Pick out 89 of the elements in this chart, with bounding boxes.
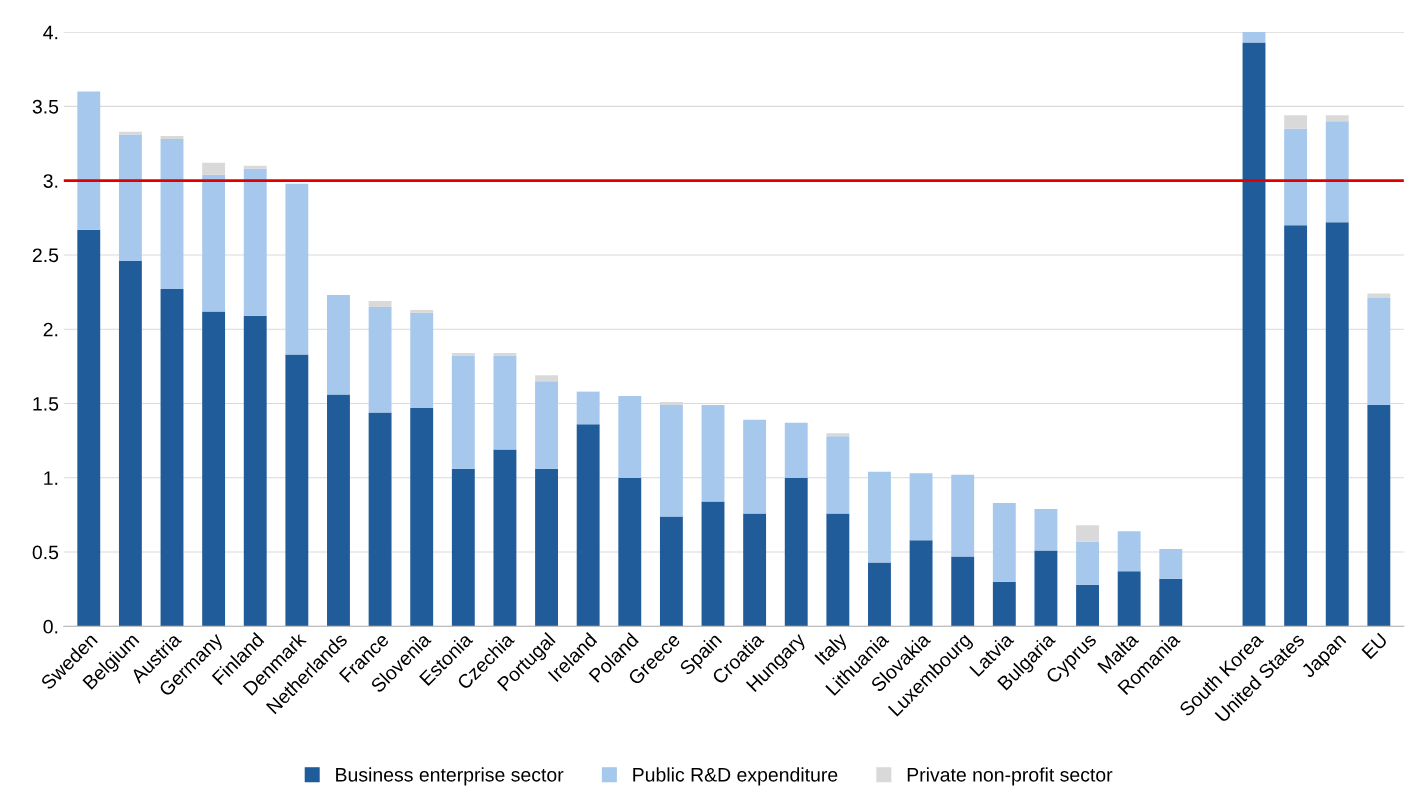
- bar: [701, 404, 725, 502]
- bar: [1284, 115, 1308, 129]
- bar: [659, 516, 683, 627]
- bar: [576, 391, 600, 425]
- bar: [451, 355, 475, 469]
- bar: [451, 353, 475, 356]
- bar: [1076, 541, 1099, 585]
- bar: [1159, 578, 1183, 627]
- bar: [618, 396, 642, 478]
- bar: [618, 477, 642, 627]
- bar: [1367, 293, 1391, 299]
- bar: [1325, 115, 1349, 122]
- bar: [202, 174, 226, 312]
- bar: [784, 422, 808, 478]
- bar: [826, 433, 850, 437]
- bar: [743, 419, 767, 514]
- legend-label: Public R&D expenditure: [633, 767, 838, 786]
- legend-label: Business enterprise sector: [336, 767, 564, 786]
- bar: [1076, 525, 1099, 542]
- y-tick-label: 1.: [44, 471, 58, 485]
- bar: [1367, 404, 1391, 627]
- y-tick-label: 2.5: [32, 248, 59, 263]
- bar: [77, 91, 101, 230]
- bar: [202, 162, 226, 175]
- bar: [868, 562, 891, 627]
- bar: [1117, 531, 1141, 572]
- bar: [451, 468, 475, 627]
- bar: [368, 412, 392, 627]
- bar: [868, 471, 891, 563]
- bar: [743, 513, 767, 627]
- bar: [368, 306, 392, 413]
- bar: [992, 581, 1016, 627]
- bar: [118, 134, 142, 261]
- bar: [243, 165, 267, 169]
- y-tick-label: 3.5: [32, 99, 59, 114]
- bar: [1117, 571, 1141, 627]
- bar: [243, 168, 267, 316]
- bar: [1034, 550, 1058, 627]
- bar: [1159, 549, 1183, 579]
- bar: [493, 449, 517, 627]
- bar: [951, 556, 975, 627]
- bar: [410, 407, 434, 627]
- bar: [1325, 121, 1349, 223]
- bar: [327, 394, 350, 627]
- bar: [368, 301, 392, 307]
- bar: [160, 289, 184, 627]
- bar: [535, 375, 558, 382]
- bar: [951, 474, 975, 557]
- bar: [1034, 508, 1058, 551]
- bar: [77, 229, 101, 627]
- bar: [118, 260, 142, 627]
- bar: [992, 503, 1016, 582]
- bar: [243, 315, 267, 627]
- bar: [410, 309, 434, 313]
- bar: [493, 355, 517, 450]
- bar: [1076, 584, 1099, 627]
- bar: [784, 477, 808, 627]
- bar: [285, 183, 309, 355]
- bar: [659, 404, 683, 517]
- bar: [410, 312, 434, 408]
- bar: [909, 473, 933, 541]
- bar: [1367, 298, 1391, 405]
- bar: [1284, 225, 1308, 627]
- bar: [1242, 32, 1266, 43]
- bar: [1284, 128, 1308, 226]
- bar: [535, 381, 558, 469]
- bar: [826, 436, 850, 514]
- bar: [202, 311, 226, 627]
- y-tick-label: 0.5: [32, 545, 59, 560]
- bar: [160, 139, 184, 290]
- bar: [576, 424, 600, 627]
- bar: [1242, 42, 1266, 627]
- bar: [826, 513, 850, 627]
- y-tick-label: 0.: [43, 619, 58, 634]
- y-tick-label: 4.: [43, 25, 58, 40]
- bar: [493, 353, 517, 356]
- bar: [535, 468, 558, 627]
- y-tick-label: 2.: [43, 322, 58, 337]
- bar: [118, 131, 142, 135]
- bar: [285, 354, 309, 627]
- bar: [909, 540, 933, 627]
- bar: [327, 295, 350, 395]
- y-tick-label: 1.5: [33, 397, 59, 411]
- bar: [160, 136, 184, 140]
- bar: [701, 501, 725, 627]
- x-tick-label: EU: [1361, 632, 1388, 660]
- legend-label: Private non-profit sector: [907, 767, 1113, 786]
- bar: [1325, 222, 1349, 627]
- y-tick-label: 3.: [43, 174, 58, 188]
